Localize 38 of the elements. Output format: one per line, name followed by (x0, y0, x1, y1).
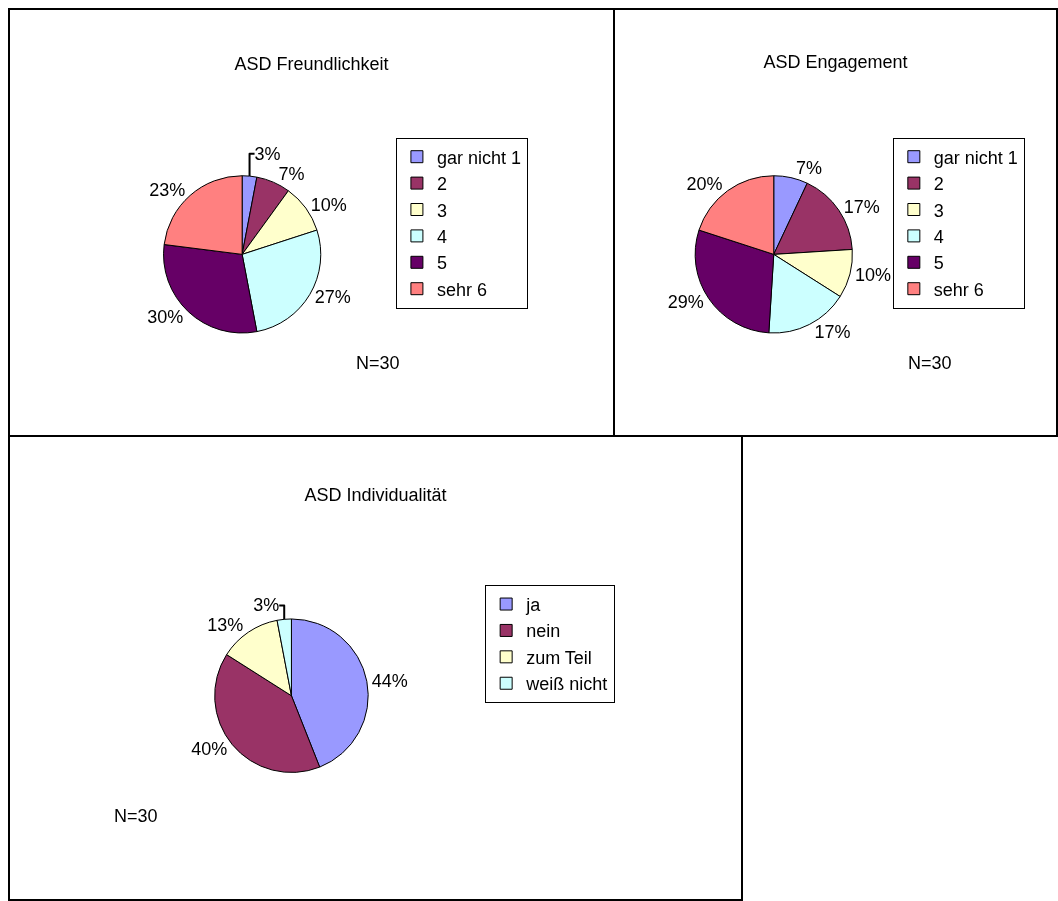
legend-label: 4 (933, 226, 944, 247)
legend-label: 4 (436, 226, 447, 247)
legend-label: 5 (933, 253, 944, 274)
data-label: 7% (795, 158, 822, 179)
data-label: 17% (843, 197, 880, 218)
data-label: 3% (253, 595, 280, 616)
data-label: 20% (686, 174, 723, 195)
legend-label: 5 (436, 253, 447, 274)
data-label: 10% (310, 194, 347, 215)
legend-label: zum Teil (526, 647, 592, 668)
legend-label: weiß nicht (525, 674, 608, 695)
data-label: 7% (278, 163, 305, 184)
data-label: 27% (314, 286, 351, 307)
text: N=30 (908, 353, 952, 373)
legend-label: nein (526, 621, 561, 642)
chart-title: ASD Freundlichkeit (234, 54, 389, 75)
text: N=30 (356, 353, 400, 373)
legend-label: 3 (436, 200, 447, 221)
data-label: 17% (814, 322, 851, 343)
legend-label: gar nicht 1 (436, 147, 521, 168)
legend-label: 3 (933, 200, 944, 221)
data-label: 29% (667, 291, 704, 312)
data-label: 13% (207, 615, 244, 636)
legend-label: 2 (933, 174, 944, 195)
legend-label: sehr 6 (933, 279, 984, 300)
data-label: 30% (147, 307, 184, 327)
legend-label: 2 (436, 174, 447, 195)
legend-label: sehr 6 (436, 279, 487, 300)
legend-label: ja (525, 595, 542, 616)
data-label: 44% (371, 670, 408, 691)
chart-title: ASD Individualität (304, 485, 447, 506)
chart-title: ASD Engagement (763, 52, 908, 73)
data-label: 23% (149, 179, 186, 200)
data-label: 3% (254, 143, 281, 164)
text: N=30 (114, 806, 158, 826)
data-label: 10% (854, 264, 891, 285)
legend-label: gar nicht 1 (933, 147, 1018, 168)
data-label: 40% (191, 738, 228, 759)
